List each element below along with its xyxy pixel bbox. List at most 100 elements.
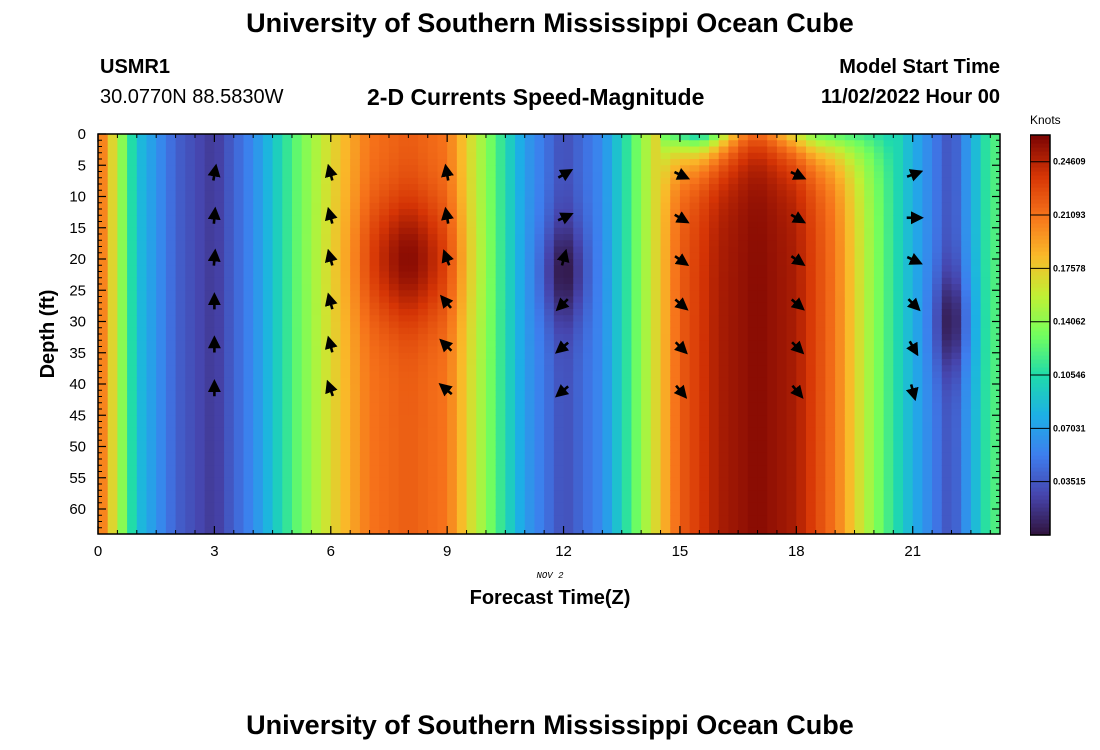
heatmap-cell: [194, 509, 206, 516]
heatmap-cell: [253, 402, 264, 410]
heatmap-cell: [146, 390, 157, 398]
heatmap-cell: [291, 134, 303, 141]
heatmap-cell: [592, 284, 603, 291]
heatmap-cell: [398, 221, 409, 229]
heatmap-cell: [156, 284, 167, 291]
heatmap-cell: [621, 384, 633, 391]
heatmap-cell: [194, 227, 206, 235]
heatmap-cell: [253, 446, 264, 454]
heatmap-cell: [631, 390, 642, 398]
heatmap-cell: [98, 177, 109, 185]
heatmap-cell: [553, 290, 565, 298]
heatmap-cell: [224, 390, 235, 398]
heatmap-cell: [224, 177, 235, 185]
heatmap-cell: [689, 271, 700, 279]
heatmap-cell: [835, 159, 846, 166]
heatmap-cell: [573, 371, 584, 379]
heatmap-cell: [485, 377, 497, 385]
heatmap-cell: [476, 515, 487, 523]
heatmap-cell: [641, 177, 652, 185]
heatmap-cell: [699, 421, 710, 429]
heatmap-cell: [476, 440, 487, 448]
heatmap-cell: [728, 415, 739, 423]
heatmap-cell: [728, 427, 739, 435]
heatmap-cell: [582, 352, 594, 360]
heatmap-cell: [563, 134, 574, 141]
heatmap-cell: [175, 427, 186, 435]
heatmap-cell: [602, 509, 613, 516]
heatmap-cell: [185, 440, 196, 448]
heatmap-cell: [738, 396, 749, 404]
heatmap-cell: [98, 302, 109, 310]
heatmap-cell: [747, 202, 759, 210]
heatmap-cell: [815, 502, 827, 510]
heatmap-cell: [621, 227, 633, 235]
heatmap-cell: [728, 271, 739, 279]
heatmap-cell: [214, 265, 225, 273]
heatmap-cell: [466, 384, 477, 391]
heatmap-cell: [592, 509, 603, 516]
heatmap-cell: [98, 384, 109, 391]
heatmap-cell: [825, 202, 836, 210]
heatmap-cell: [476, 277, 487, 285]
heatmap-cell: [408, 334, 419, 341]
heatmap-cell: [408, 327, 419, 335]
heatmap-cell: [825, 277, 836, 285]
heatmap-cell: [156, 365, 167, 373]
heatmap-cell: [379, 477, 390, 485]
heatmap-cell: [485, 177, 497, 185]
heatmap-cell: [418, 415, 429, 423]
heatmap-cell: [107, 290, 118, 298]
heatmap-cell: [505, 521, 516, 529]
heatmap-cell: [573, 315, 584, 323]
heatmap-cell: [427, 190, 439, 198]
heatmap-cell: [621, 446, 633, 454]
heatmap-cell: [214, 152, 225, 160]
heatmap-cell: [767, 134, 778, 141]
heatmap-cell: [359, 365, 371, 373]
heatmap-cell: [136, 152, 148, 160]
heatmap-cell: [582, 421, 594, 429]
heatmap-cell: [728, 215, 739, 223]
heatmap-cell: [767, 409, 778, 416]
heatmap-cell: [427, 327, 439, 335]
heatmap-cell: [699, 446, 710, 454]
heatmap-cell: [757, 459, 768, 466]
heatmap-cell: [485, 152, 497, 160]
heatmap-cell: [243, 159, 254, 166]
heatmap-cell: [418, 465, 429, 473]
heatmap-cell: [253, 221, 264, 229]
heatmap-cell: [757, 315, 768, 323]
heatmap-cell: [602, 490, 613, 498]
heatmap-cell: [806, 427, 817, 435]
heatmap-cell: [427, 215, 439, 223]
heatmap-cell: [679, 321, 691, 329]
heatmap-cell: [204, 259, 215, 266]
heatmap-cell: [718, 365, 730, 373]
heatmap-cell: [418, 259, 429, 266]
heatmap-cell: [718, 334, 730, 341]
heatmap-cell: [718, 296, 730, 304]
heatmap-cell: [825, 196, 836, 204]
heatmap-cell: [262, 427, 274, 435]
heatmap-cell: [136, 502, 148, 510]
heatmap-cell: [689, 215, 700, 223]
heatmap-cell: [806, 390, 817, 398]
heatmap-cell: [796, 340, 807, 348]
heatmap-cell: [844, 221, 856, 229]
heatmap-cell: [379, 202, 390, 210]
heatmap-cell: [350, 159, 361, 166]
heatmap-cell: [631, 352, 642, 360]
heatmap-cell: [573, 459, 584, 466]
heatmap-cell: [641, 334, 652, 341]
heatmap-cell: [311, 340, 322, 348]
heatmap-cell: [767, 246, 778, 254]
heatmap-cell: [301, 446, 312, 454]
heatmap-cell: [311, 271, 322, 279]
heatmap-cell: [243, 202, 254, 210]
heatmap-cell: [612, 246, 623, 254]
heatmap-cell: [291, 365, 303, 373]
heatmap-cell: [282, 309, 293, 316]
heatmap-cell: [408, 227, 419, 235]
heatmap-cell: [214, 527, 225, 534]
